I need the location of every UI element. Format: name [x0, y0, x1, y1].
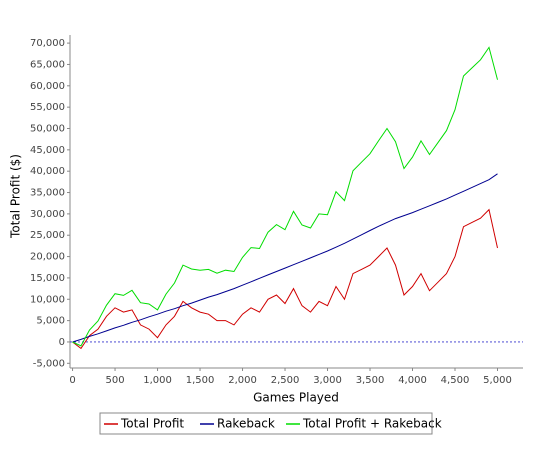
y-tick-label: 55,000 [30, 102, 65, 113]
y-tick-label: 35,000 [30, 188, 65, 199]
y-tick-label: 20,000 [30, 252, 65, 263]
legend-box [99, 412, 433, 435]
y-tick-label: 65,000 [30, 59, 65, 70]
y-tick-label: 5,000 [36, 316, 65, 327]
x-tick-label: 3,000 [313, 375, 342, 386]
x-tick-label: 1,000 [143, 375, 172, 386]
legend-label: Total Profit + Rakeback [302, 417, 442, 431]
x-tick-label: 2,500 [271, 375, 300, 386]
y-tick-label: 60,000 [30, 81, 65, 92]
y-tick-label: 15,000 [30, 273, 65, 284]
y-tick-label: 30,000 [30, 209, 65, 220]
y-tick-label: 40,000 [30, 166, 65, 177]
y-axis-label: Total Profit ($) [9, 154, 23, 239]
x-tick-label: 500 [105, 375, 124, 386]
series-line [72, 173, 498, 343]
x-axis-label: Games Played [253, 391, 339, 405]
y-tick-label: 25,000 [30, 230, 65, 241]
y-tick-label: 0 [59, 337, 65, 348]
x-tick-label: 4,500 [441, 375, 470, 386]
y-tick-label: 45,000 [30, 145, 65, 156]
y-tick-label: 50,000 [30, 123, 65, 134]
x-tick-label: 3,500 [356, 375, 385, 386]
y-tick-label: 70,000 [30, 38, 65, 49]
plot-area [70, 35, 523, 368]
series-line [72, 208, 498, 350]
y-tick-label: -5,000 [33, 358, 65, 369]
y-tick-label: 10,000 [30, 294, 65, 305]
series-line [72, 46, 498, 347]
x-tick-label: 0 [69, 375, 75, 386]
x-tick-label: 1,500 [186, 375, 215, 386]
legend-label: Total Profit [120, 417, 184, 431]
x-tick-label: 2,000 [228, 375, 257, 386]
legend-label: Rakeback [217, 417, 275, 431]
x-tick-label: 4,000 [398, 375, 427, 386]
x-tick-label: 5,000 [483, 375, 512, 386]
